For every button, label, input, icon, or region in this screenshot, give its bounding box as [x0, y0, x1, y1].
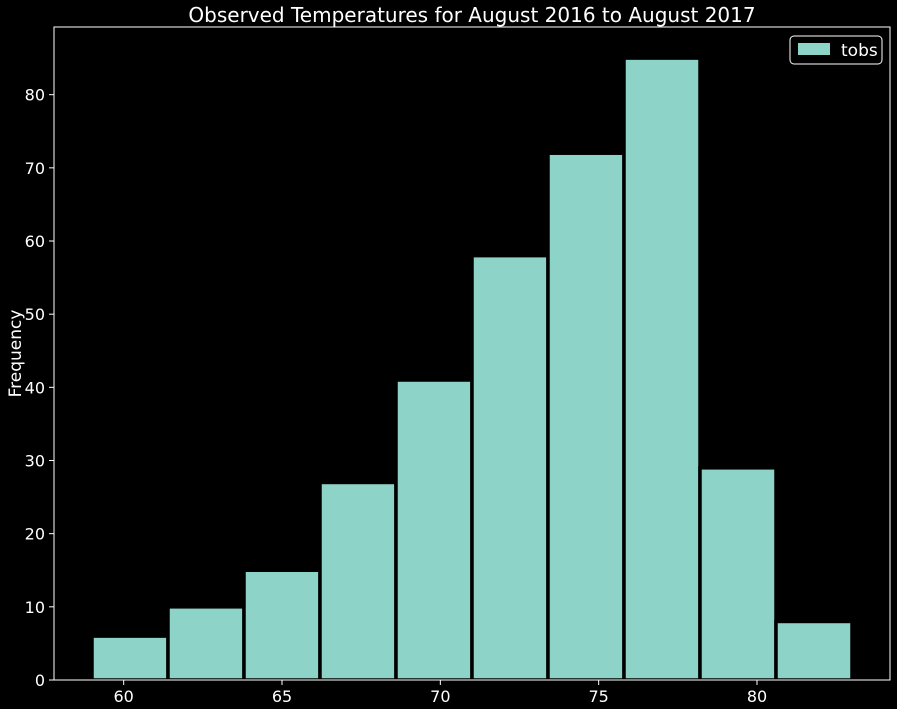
y-tick-label-80: 80: [25, 86, 45, 105]
y-tick-label-70: 70: [25, 159, 45, 178]
y-tick-label-40: 40: [25, 378, 45, 397]
legend: tobs: [789, 35, 883, 65]
histogram-bar-10: [774, 619, 854, 682]
y-tick-label-60: 60: [25, 232, 45, 251]
legend-label-tobs: tobs: [841, 41, 878, 61]
histogram-bar-6: [470, 253, 550, 682]
x-tick-label-65: 65: [272, 687, 292, 706]
chart-title: Observed Temperatures for August 2016 to…: [188, 3, 755, 27]
axes-group: 60 65 70 75 80 0 10 20 30 40 50 60 70 80: [25, 26, 891, 706]
histogram-bar-8: [622, 56, 702, 682]
y-tick-label-10: 10: [25, 598, 45, 617]
y-tick-label-20: 20: [25, 525, 45, 544]
y-tick-label-0: 0: [35, 671, 45, 690]
x-tick-label-60: 60: [113, 687, 133, 706]
histogram-bar-4: [318, 480, 398, 682]
histogram-bar-7: [546, 151, 626, 682]
bars-group: [90, 56, 854, 682]
y-axis-title: Frequency: [6, 310, 26, 398]
histogram-bar-2: [166, 605, 246, 682]
histogram-bar-5: [394, 378, 474, 682]
x-tick-label-75: 75: [588, 687, 608, 706]
x-tick-label-80: 80: [747, 687, 767, 706]
x-tick-label-70: 70: [430, 687, 450, 706]
legend-swatch-tobs: [798, 43, 830, 55]
y-tick-label-50: 50: [25, 305, 45, 324]
y-tick-label-30: 30: [25, 452, 45, 471]
histogram-bar-9: [698, 466, 778, 682]
histogram-bar-1: [90, 634, 170, 682]
plot-frame: [53, 26, 891, 681]
histogram-bar-3: [242, 568, 322, 682]
